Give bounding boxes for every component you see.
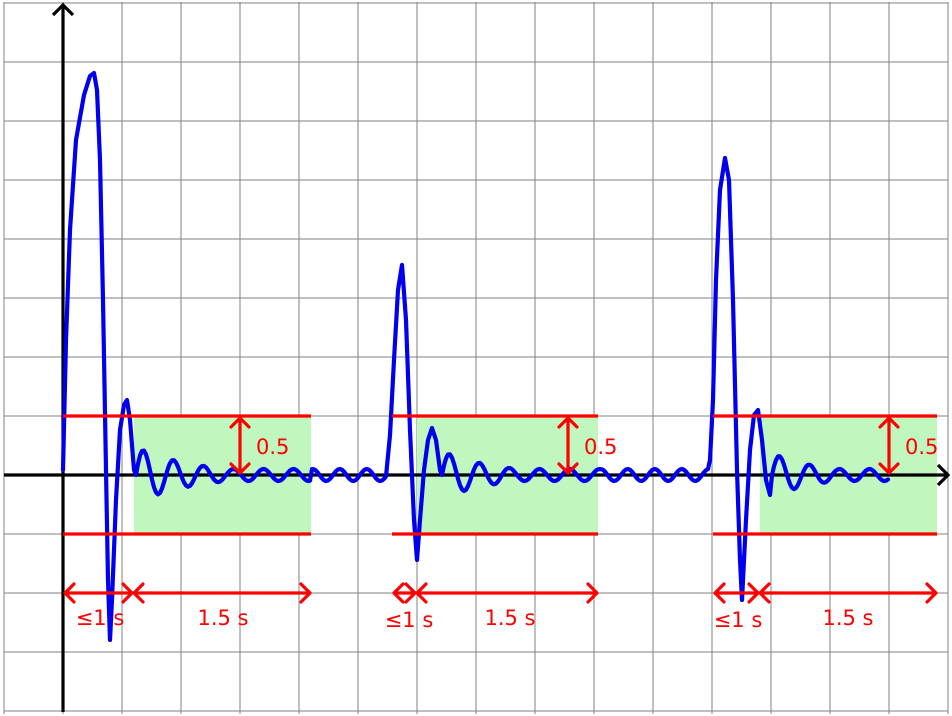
window-label-3: 1.5 s <box>822 606 873 630</box>
settle-time-label-1: ≤1 s <box>76 606 125 630</box>
window-arrow-1 <box>132 582 312 604</box>
settle-time-arrow-2 <box>392 582 417 604</box>
amplitude-label-2: 0.5 <box>584 435 617 459</box>
amplitude-label-1: 0.5 <box>256 435 289 459</box>
amplitude-arrow-1 <box>229 416 251 475</box>
y-axis-arrowhead <box>51 2 75 17</box>
settle-time-arrow-3 <box>713 582 760 604</box>
settle-time-arrow-1 <box>63 582 134 604</box>
window-label-2: 1.5 s <box>484 606 535 630</box>
settle-time-label-2: ≤1 s <box>385 608 434 632</box>
background-grid <box>3 2 949 714</box>
x-axis-arrowhead <box>936 463 951 487</box>
amplitude-label-3: 0.5 <box>905 435 938 459</box>
signal-curve-segment-3 <box>739 407 891 603</box>
amplitude-arrow-3 <box>878 416 900 475</box>
window-label-1: 1.5 s <box>197 606 248 630</box>
window-arrow-3 <box>758 582 938 604</box>
window-arrow-2 <box>415 582 599 604</box>
signal-curve-segment-1 <box>60 70 417 643</box>
settle-time-label-3: ≤1 s <box>714 608 763 632</box>
signal-curve-segment-2 <box>411 155 745 603</box>
amplitude-arrow-2 <box>557 416 579 475</box>
